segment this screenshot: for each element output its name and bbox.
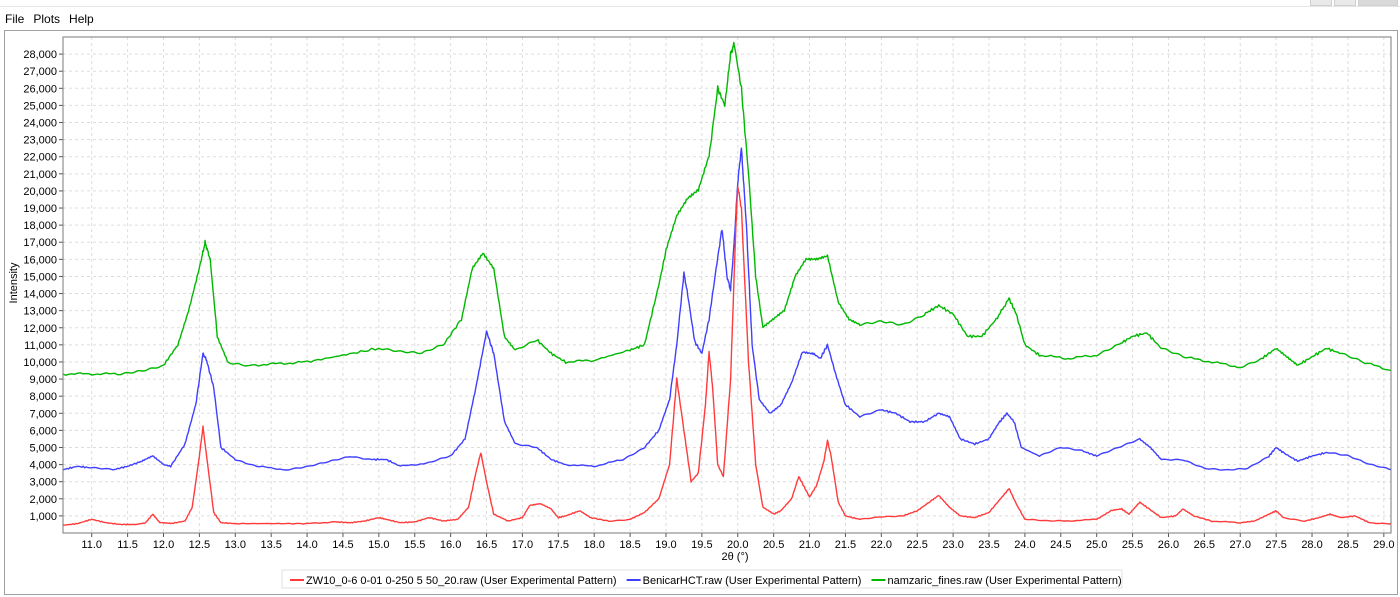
y-tick-label: 3,000 (29, 477, 57, 489)
window-title-bar (0, 0, 1400, 7)
series-layer (62, 41, 1392, 526)
window-controls (1310, 0, 1398, 6)
x-tick-label: 24.0 (1014, 539, 1035, 551)
series-line-1 (62, 147, 1392, 471)
plot-area (63, 37, 1391, 533)
plot-frame (62, 36, 1392, 534)
x-tick-label: 14.0 (296, 539, 317, 551)
maximize-icon[interactable] (1334, 0, 1356, 6)
menu-file[interactable]: File (5, 12, 25, 26)
x-tick-label: 28.0 (1301, 539, 1322, 551)
y-tick-label: 14,000 (23, 289, 57, 301)
x-tick-label: 23.0 (942, 539, 963, 551)
y-tick-label: 22,000 (23, 152, 57, 164)
x-tick-label: 18.0 (583, 539, 604, 551)
x-tick-label: 11.5 (117, 539, 138, 551)
x-tick-label: 26.5 (1194, 539, 1215, 551)
y-tick-label: 27,000 (23, 66, 57, 78)
y-tick-label: 21,000 (23, 169, 57, 181)
minimize-icon[interactable] (1310, 0, 1332, 6)
y-tick-label: 16,000 (23, 254, 57, 266)
x-tick-label: 18.5 (619, 539, 640, 551)
x-tick-label: 22.0 (871, 539, 892, 551)
legend-box (281, 569, 1123, 589)
x-axis-label: 2θ (°) (721, 551, 748, 563)
legend-label: ZW10_0-6 0-01 0-250 5 50_20.raw (User Ex… (306, 575, 617, 587)
x-tick-label: 13.0 (225, 539, 246, 551)
y-tick-label: 23,000 (23, 135, 57, 147)
legend-label: BenicarHCT.raw (User Experimental Patter… (643, 575, 862, 587)
x-tick-label: 16.0 (440, 539, 461, 551)
x-tick-label: 15.5 (404, 539, 425, 551)
menu-plots[interactable]: Plots (33, 12, 61, 26)
series-line-2 (62, 41, 1392, 376)
x-tick-label: 12.5 (189, 539, 210, 551)
x-tick-label: 27.5 (1265, 539, 1286, 551)
close-icon[interactable] (1358, 0, 1398, 6)
y-tick-label: 5,000 (29, 442, 57, 454)
x-tick-label: 21.5 (835, 539, 856, 551)
axes: 11.0 11.5 12.0 12.5 13.0 13.5 14.0 14.5 15.0 15.5… (23, 36, 1395, 551)
legend-label: namzaric_fines.raw (User Experimental Pa… (887, 575, 1121, 587)
y-tick-label: 2,000 (29, 494, 57, 506)
y-tick-label: 9,000 (29, 374, 57, 386)
y-tick-label: 17,000 (23, 237, 57, 249)
x-tick-label: 21.0 (799, 539, 820, 551)
x-tick-label: 24.5 (1050, 539, 1071, 551)
x-tick-label: 19.0 (655, 539, 676, 551)
x-tick-label: 25.5 (1122, 539, 1143, 551)
xrd-chart[interactable]: 11.0 11.5 12.0 12.5 13.0 13.5 14.0 14.5 15.0 15.5… (5, 31, 1397, 594)
y-tick-label: 6,000 (29, 425, 57, 437)
series-line-0 (62, 186, 1392, 526)
x-tick-label: 19.5 (691, 539, 712, 551)
y-tick-label: 18,000 (23, 220, 57, 232)
x-tick-label: 22.5 (907, 539, 928, 551)
y-axis-label: Intensity (8, 262, 20, 303)
y-tick-label: 15,000 (23, 271, 57, 283)
y-tick-label: 26,000 (23, 83, 57, 95)
legend: ZW10_0-6 0-01 0-250 5 50_20.raw (User Ex… (281, 569, 1123, 589)
menu-bar: File Plots Help (0, 9, 1400, 29)
y-tick-label: 13,000 (23, 306, 57, 318)
x-tick-label: 12.0 (153, 539, 174, 551)
y-tick-label: 11,000 (24, 340, 57, 352)
x-tick-label: 17.5 (548, 539, 569, 551)
x-tick-label: 16.5 (476, 539, 497, 551)
x-tick-label: 29.0 (1373, 539, 1394, 551)
y-tick-label: 25,000 (23, 100, 57, 112)
y-tick-label: 28,000 (23, 49, 57, 61)
x-tick-label: 20.0 (727, 539, 748, 551)
y-tick-label: 19,000 (23, 203, 57, 215)
x-tick-label: 13.5 (260, 539, 281, 551)
x-tick-label: 26.0 (1158, 539, 1179, 551)
menu-help[interactable]: Help (69, 12, 94, 26)
x-tick-label: 11.0 (81, 539, 102, 551)
grid-lines (63, 37, 1391, 533)
y-tick-label: 1,000 (29, 511, 57, 523)
y-tick-label: 8,000 (29, 391, 57, 403)
x-tick-label: 14.5 (332, 539, 353, 551)
x-tick-label: 28.5 (1337, 539, 1358, 551)
x-tick-label: 25.0 (1086, 539, 1107, 551)
chart-panel: 11.0 11.5 12.0 12.5 13.0 13.5 14.0 14.5 15.0 15.5… (4, 30, 1398, 595)
x-tick-label: 15.0 (368, 539, 389, 551)
x-tick-label: 17.0 (512, 539, 533, 551)
y-tick-label: 24,000 (23, 118, 57, 130)
x-tick-label: 23.5 (978, 539, 999, 551)
x-tick-label: 20.5 (763, 539, 784, 551)
y-tick-label: 10,000 (23, 357, 57, 369)
y-tick-label: 20,000 (23, 186, 57, 198)
x-tick-label: 27.0 (1230, 539, 1251, 551)
y-tick-label: 7,000 (29, 408, 57, 420)
y-tick-label: 12,000 (23, 323, 57, 335)
y-tick-label: 4,000 (29, 460, 57, 472)
